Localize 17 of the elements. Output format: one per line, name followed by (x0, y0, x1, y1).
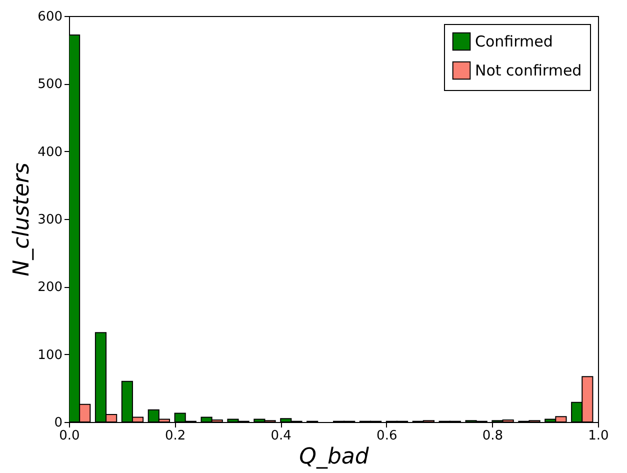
x-tick-label: 0.4 (270, 428, 292, 444)
y-tick-label: 500 (38, 77, 62, 92)
y-axis-title: N_clusters (10, 162, 35, 276)
x-tick-label: 0.6 (376, 428, 398, 444)
x-tick-label: 1.0 (588, 428, 609, 444)
y-tick-label: 300 (38, 212, 62, 228)
y-tick-label: 600 (38, 10, 62, 24)
y-tick-label: 200 (38, 280, 62, 296)
y-tick-label: 100 (38, 348, 62, 363)
y-tick-label: 400 (38, 144, 62, 160)
y-tick-label: 0 (54, 416, 62, 430)
legend-label: Confirmed (475, 32, 553, 50)
legend-label: Not confirmed (475, 62, 582, 80)
x-tick-label: 0.0 (59, 428, 80, 444)
x-axis-title: Q_bad (299, 444, 370, 470)
x-tick-label: 0.2 (164, 428, 186, 444)
x-tick-label: 0.8 (482, 428, 504, 444)
